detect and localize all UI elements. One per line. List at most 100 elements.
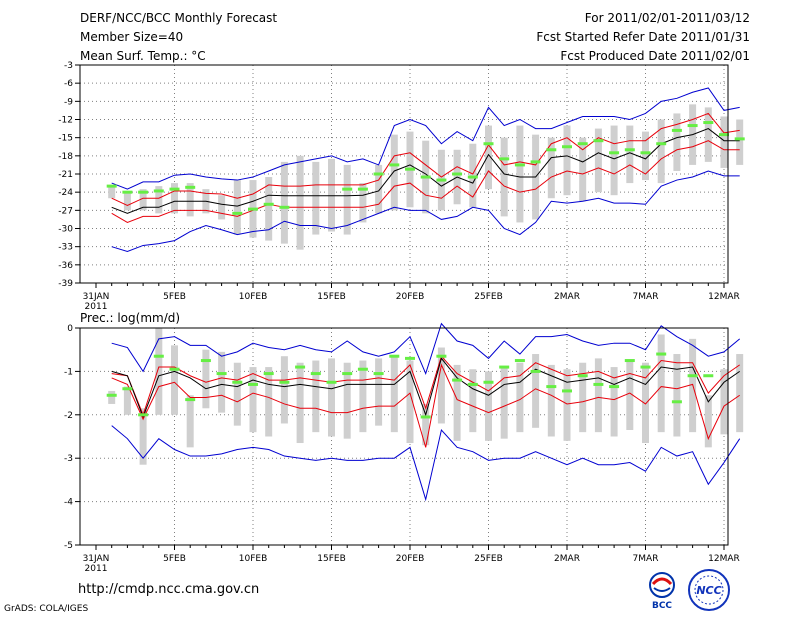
y-tick-label: -27 — [58, 206, 73, 216]
spread-box — [312, 360, 320, 433]
spread-box — [359, 360, 367, 433]
spread-box — [563, 125, 571, 196]
x-tick-label: 10FEB — [239, 554, 268, 564]
spread-box — [563, 369, 571, 441]
spread-box — [155, 186, 163, 214]
spread-box — [469, 369, 477, 433]
y-tick-label: -15 — [58, 134, 73, 144]
spread-box — [720, 369, 728, 435]
spread-box — [579, 362, 587, 433]
series-line-ensemble-min — [111, 170, 740, 253]
y-tick-label: -1 — [64, 367, 73, 377]
series-line-ensemble-min — [111, 425, 741, 502]
spread-box — [108, 184, 116, 199]
spread-box — [657, 334, 665, 433]
spread-box — [610, 367, 618, 437]
spread-box — [704, 107, 712, 162]
series-line-lower-spread — [111, 363, 740, 448]
spread-box — [547, 137, 555, 199]
spread-box — [218, 351, 226, 413]
spread-box — [139, 408, 147, 465]
spread-box — [123, 192, 131, 211]
precipitation-panel: -5 -4 -3 -2 -1 0 31JAN 5FEB 10FEB 15FEB 20FEB 25FEB… — [64, 322, 744, 574]
y-tick-label: -2 — [64, 411, 73, 421]
member-size-label: Member Size=40 — [80, 30, 184, 44]
spread-box — [657, 119, 665, 184]
spread-box — [265, 367, 273, 437]
chart-title: DERF/NCC/BCC Monthly Forecast — [80, 11, 278, 25]
forecast-period: For 2011/02/01-2011/03/12 — [584, 11, 750, 25]
spread-box — [202, 349, 210, 409]
series-line-ensemble-mean — [111, 128, 740, 214]
x-year-label: 2011 — [85, 564, 108, 574]
spread-box — [594, 128, 602, 193]
y-tick-label: -9 — [64, 97, 73, 107]
x-tick-label: 15FEB — [317, 554, 346, 564]
y-tick-label: -21 — [58, 170, 73, 180]
grads-credit: GrADS: COLA/IGES — [4, 604, 89, 614]
spread-box — [123, 386, 131, 415]
svg-text:BCC: BCC — [652, 601, 672, 610]
series-line-ensemble-mean — [111, 357, 740, 419]
spread-box — [516, 362, 524, 433]
x-tick-label: 15FEB — [317, 292, 346, 302]
spread-box — [626, 360, 634, 430]
x-tick-label: 5FEB — [163, 554, 186, 564]
spread-box — [328, 158, 335, 232]
spread-box — [485, 371, 492, 441]
x-tick-label: 7MAR — [633, 292, 659, 302]
x-tick-label: 7MAR — [633, 554, 659, 564]
spread-box — [610, 125, 618, 196]
spread-box — [594, 358, 602, 433]
x-tick-label: 31JAN — [83, 554, 110, 564]
spread-box — [186, 395, 194, 448]
source-url[interactable]: http://cmdp.ncc.cma.gov.cn — [78, 582, 260, 597]
x-tick-label: 20FEB — [396, 554, 425, 564]
x-tick-label: 5FEB — [163, 292, 186, 302]
y-tick-label: 0 — [67, 324, 73, 334]
spread-box — [437, 347, 445, 424]
x-tick-label: 12MAR — [708, 554, 740, 564]
x-tick-label: 31JAN — [83, 292, 110, 302]
spread-box — [736, 119, 744, 165]
precip-panel-title: Prec.: log(mm/d) — [80, 311, 180, 325]
spread-box — [343, 362, 351, 439]
spread-box — [249, 367, 257, 433]
y-tick-label: -4 — [64, 498, 73, 508]
spread-box — [720, 116, 728, 168]
temperature-panel: -39 -36 -33 -30 -27 -24 -21 -18 -15 -12 -9 -6 -3 31JA… — [58, 61, 745, 312]
spread-box — [218, 195, 226, 220]
spread-box — [155, 328, 163, 415]
spread-box — [233, 362, 241, 426]
spread-box — [673, 113, 681, 171]
spread-box — [233, 180, 241, 235]
spread-box — [642, 362, 649, 444]
spread-box — [547, 364, 555, 437]
spread-box — [139, 189, 147, 211]
spread-box — [280, 356, 288, 424]
spread-box — [579, 137, 587, 202]
spread-box — [359, 183, 367, 223]
series-line-ensemble-max — [111, 87, 740, 190]
series-line-upper-spread — [111, 355, 740, 417]
bcc-logo: BCC — [649, 572, 675, 610]
spread-box — [642, 131, 649, 181]
spread-box — [453, 364, 461, 441]
x-tick-label: 2MAR — [554, 554, 580, 564]
spread-box — [500, 137, 508, 217]
y-tick-label: -33 — [58, 243, 73, 253]
spread-box — [736, 354, 744, 433]
x-year-label: 2011 — [85, 302, 108, 312]
spread-box — [485, 125, 492, 190]
spread-box — [390, 356, 398, 433]
y-tick-label: -24 — [58, 188, 73, 198]
spread-box — [280, 161, 288, 244]
spread-box — [500, 367, 508, 439]
spread-box — [265, 177, 273, 241]
y-tick-label: -3 — [64, 454, 73, 464]
spread-box — [186, 183, 194, 217]
y-tick-label: -5 — [64, 541, 73, 551]
x-tick-label: 2MAR — [554, 292, 580, 302]
spread-box — [704, 395, 712, 448]
